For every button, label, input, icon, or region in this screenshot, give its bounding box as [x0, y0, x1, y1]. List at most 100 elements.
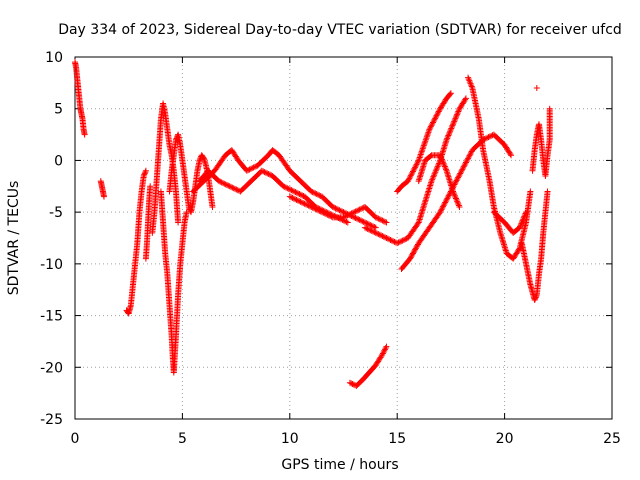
data-point	[544, 188, 551, 195]
data-point	[359, 218, 366, 225]
data-point	[439, 157, 446, 164]
data-point	[414, 242, 421, 249]
data-point	[409, 251, 416, 258]
data-point	[441, 200, 448, 207]
data-point	[454, 199, 461, 206]
data-point	[428, 178, 435, 185]
data-point	[399, 237, 406, 244]
data-point	[246, 166, 253, 173]
data-point	[285, 185, 292, 192]
data-point	[440, 202, 447, 209]
data-point	[357, 217, 364, 224]
data-point	[408, 171, 415, 178]
data-point	[533, 85, 540, 92]
data-point	[417, 151, 424, 158]
data-point	[142, 167, 149, 174]
plot-frame	[74, 56, 613, 420]
data-point	[387, 236, 394, 243]
data-point	[325, 212, 332, 219]
data-point	[441, 163, 448, 170]
data-point	[382, 218, 389, 225]
data-point	[419, 147, 426, 154]
data-point	[302, 201, 309, 208]
tick-labels: 10 5 0 -5 -10 -15 -20 -25 0 5 10 15 20 25	[40, 50, 621, 447]
chart-title: Day 334 of 2023, Sidereal Day-to-day VTE…	[58, 22, 622, 38]
data-point	[379, 350, 386, 357]
data-point	[432, 113, 439, 120]
data-point	[141, 170, 148, 177]
data-point	[320, 209, 327, 216]
data-point	[414, 220, 421, 227]
data-point	[467, 149, 474, 156]
data-point	[414, 158, 421, 165]
data-point	[266, 171, 273, 178]
data-point	[296, 191, 303, 198]
data-point	[378, 232, 385, 239]
data-point	[386, 236, 393, 243]
data-point	[518, 219, 525, 226]
data-point	[382, 346, 389, 353]
data-point	[448, 125, 455, 132]
data-point	[437, 153, 444, 160]
data-point	[353, 207, 360, 214]
data-point	[402, 236, 409, 243]
data-point	[412, 164, 419, 171]
data-point	[347, 211, 354, 218]
data-point	[301, 200, 308, 207]
data-point	[450, 121, 457, 128]
series-s10	[286, 193, 390, 226]
data-point	[294, 197, 301, 204]
data-point	[523, 209, 530, 216]
data-point	[520, 216, 527, 223]
data-point	[375, 215, 382, 222]
data-point	[411, 247, 418, 254]
data-point	[405, 176, 412, 183]
data-point	[337, 207, 344, 214]
data-point	[412, 246, 419, 253]
data-point	[451, 191, 458, 198]
data-point	[439, 205, 446, 212]
data-point	[527, 188, 534, 195]
data-point	[408, 253, 415, 260]
data-point	[295, 190, 302, 197]
data-point	[247, 165, 254, 172]
data-point	[452, 114, 459, 121]
data-point	[442, 199, 449, 206]
data-point	[413, 244, 420, 251]
data-point	[412, 162, 419, 169]
data-point	[343, 218, 350, 225]
data-point	[344, 212, 351, 219]
data-point	[341, 213, 348, 220]
data-point	[445, 193, 452, 200]
data-point	[448, 124, 455, 131]
data-point	[407, 173, 414, 180]
data-point	[288, 194, 295, 201]
data-point	[466, 79, 473, 86]
data-point	[452, 195, 459, 202]
y-tick-label: -15	[40, 309, 63, 325]
data-point	[284, 185, 291, 192]
data-point	[264, 170, 271, 177]
data-point	[429, 120, 436, 127]
data-point	[319, 209, 326, 216]
data-point	[339, 208, 346, 215]
data-point	[314, 191, 321, 198]
data-point	[465, 74, 472, 81]
data-point	[438, 156, 445, 163]
data-point	[437, 152, 444, 159]
data-point	[432, 115, 439, 122]
data-point	[443, 136, 450, 143]
data-point	[447, 126, 454, 133]
data-point	[519, 217, 526, 224]
data-point	[455, 173, 462, 180]
data-point	[435, 161, 442, 168]
x-axis-label: GPS time / hours	[281, 457, 398, 473]
data-point	[336, 207, 343, 214]
data-point	[374, 230, 381, 237]
data-point	[380, 349, 387, 356]
data-point	[382, 344, 389, 351]
data-point	[312, 205, 319, 212]
data-point	[442, 198, 449, 205]
series-s1	[72, 59, 88, 138]
data-point	[352, 208, 359, 215]
